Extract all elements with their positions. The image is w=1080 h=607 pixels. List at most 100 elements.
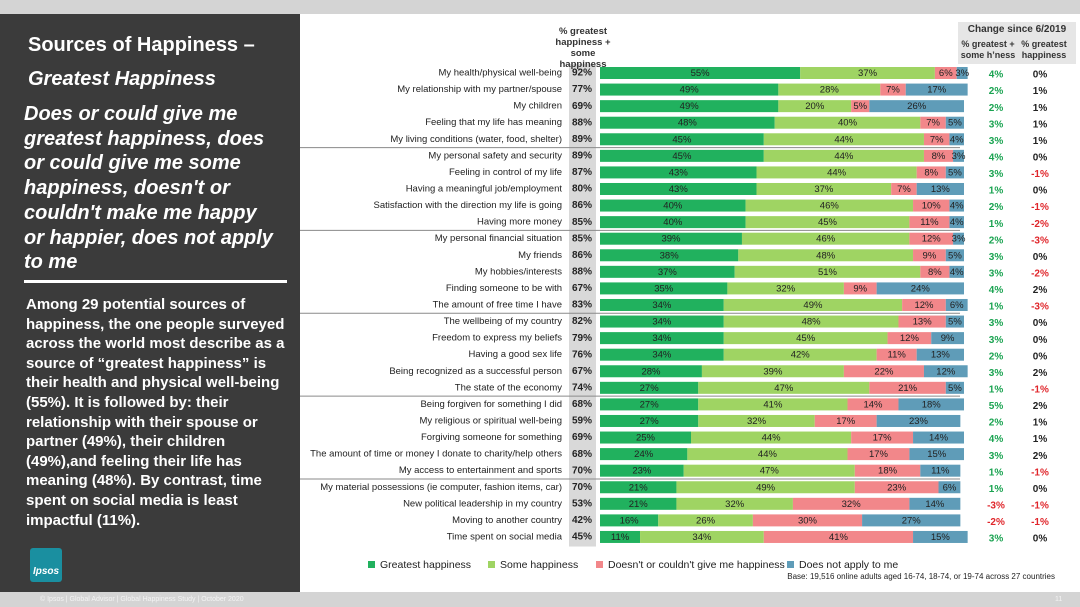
change-label: -1% xyxy=(1031,202,1049,213)
bar-segment xyxy=(698,398,848,411)
category-label: My hobbies/interests xyxy=(475,266,562,277)
segment-label: 39% xyxy=(763,366,783,377)
change-label: -3% xyxy=(1031,302,1049,313)
segment-label: 34% xyxy=(652,300,672,311)
bar-segment xyxy=(862,514,961,527)
bar-segment xyxy=(687,448,848,461)
change-label: 0% xyxy=(1033,351,1048,362)
panel-title: Sources of Happiness – xyxy=(28,34,255,56)
segment-label: 47% xyxy=(774,383,794,394)
category-label: The amount of free time I have xyxy=(433,299,562,310)
bar-segment xyxy=(600,282,728,295)
total-label: 67% xyxy=(572,283,592,294)
chart: My health/physical well-being 92% 55% 37% 6%… xyxy=(300,22,1076,581)
segment-label: 5% xyxy=(853,101,867,112)
segment-label: 7% xyxy=(926,118,940,129)
segment-label: 45% xyxy=(796,333,816,344)
total-label: 82% xyxy=(572,316,592,327)
bar-segment xyxy=(905,83,968,96)
bar-segment xyxy=(745,216,910,229)
total-label: 69% xyxy=(572,101,592,112)
category-label: My personal safety and security xyxy=(428,150,562,161)
change-label: 1% xyxy=(989,186,1004,197)
segment-label: 51% xyxy=(818,267,838,278)
segment-label: 46% xyxy=(820,201,840,212)
change-label: 2% xyxy=(1033,368,1048,379)
category-label: Finding someone to be with xyxy=(446,283,562,294)
summary: Among 29 potential sources of happiness,… xyxy=(26,296,285,529)
segment-label: 48% xyxy=(802,317,822,328)
category-label: Having more money xyxy=(477,217,562,228)
change-label: 1% xyxy=(1033,418,1048,429)
segment-label: 13% xyxy=(931,184,951,195)
change-label: 1% xyxy=(1033,86,1048,97)
segment-label: 34% xyxy=(652,317,672,328)
segment-label: 12% xyxy=(914,300,934,311)
bar-segment xyxy=(949,133,964,146)
bar-segment xyxy=(600,182,757,195)
change-label: -2% xyxy=(1031,268,1049,279)
bar-segment xyxy=(600,249,739,262)
total-label: 74% xyxy=(572,382,592,393)
change-label: 1% xyxy=(989,302,1004,313)
segment-label: 40% xyxy=(838,118,858,129)
chart-area: My health/physical well-being 92% 55% 37% 6%… xyxy=(300,14,1080,592)
segment-label: 24% xyxy=(634,449,654,460)
segment-label: 44% xyxy=(758,449,778,460)
total-label: 68% xyxy=(572,449,592,460)
change-label: 1% xyxy=(989,384,1004,395)
segment-label: 17% xyxy=(869,449,889,460)
total-label: 45% xyxy=(572,532,592,543)
category-label: My personal financial situation xyxy=(435,233,562,244)
category-label: The state of the economy xyxy=(455,382,562,393)
change-header: % greatest + some h’ness xyxy=(960,39,1016,60)
change-label: 2% xyxy=(1033,285,1048,296)
segment-label: 4% xyxy=(950,134,964,145)
segment-label: 22% xyxy=(874,366,894,377)
segment-label: 32% xyxy=(776,283,796,294)
change-label: 1% xyxy=(1033,103,1048,114)
panel-subtitle: Greatest Happiness xyxy=(28,68,216,90)
segment-label: 11% xyxy=(611,532,630,543)
segment-label: 26% xyxy=(696,515,716,526)
category-label: My religious or spiritual well-being xyxy=(419,415,562,426)
legend-label: Doesn't or couldn't give me happiness xyxy=(608,559,785,571)
bar-segment xyxy=(600,216,746,229)
total-label: 69% xyxy=(572,432,592,443)
segment-label: 42% xyxy=(791,350,811,361)
bar-segment xyxy=(778,100,852,113)
segment-label: 49% xyxy=(803,300,823,311)
bar-segment xyxy=(916,348,964,361)
bar-segment xyxy=(600,431,691,444)
change-label: 0% xyxy=(1033,484,1048,495)
bar-segment xyxy=(938,481,961,494)
segment-label: 15% xyxy=(927,449,947,460)
change-label: -1% xyxy=(1031,169,1049,180)
left-panel: Sources of Happiness – Greatest Happines… xyxy=(0,14,300,592)
change-label: 3% xyxy=(989,119,1004,130)
bar-segment xyxy=(600,265,735,278)
legend-label: Greatest happiness xyxy=(380,559,471,571)
change-label: 2% xyxy=(989,86,1004,97)
segment-label: 41% xyxy=(829,532,849,543)
segment-label: 14% xyxy=(929,433,949,444)
bar-segment xyxy=(913,530,968,543)
total-label: 89% xyxy=(572,134,592,145)
segment-label: 27% xyxy=(902,515,922,526)
bar-segment xyxy=(723,348,877,361)
total-label: 53% xyxy=(572,498,592,509)
segment-label: 40% xyxy=(663,201,683,212)
bar-segment xyxy=(600,381,699,394)
segment-label: 20% xyxy=(805,101,825,112)
change-label: 1% xyxy=(989,484,1004,495)
total-label: 59% xyxy=(572,416,592,427)
bar-segment xyxy=(600,481,677,494)
bar-segment xyxy=(843,365,924,378)
bar-segment xyxy=(600,133,764,146)
total-label: 83% xyxy=(572,300,592,311)
segment-label: 9% xyxy=(941,333,955,344)
segment-label: 5% xyxy=(948,383,962,394)
total-label: 88% xyxy=(572,266,592,277)
bar-segment xyxy=(600,166,757,179)
